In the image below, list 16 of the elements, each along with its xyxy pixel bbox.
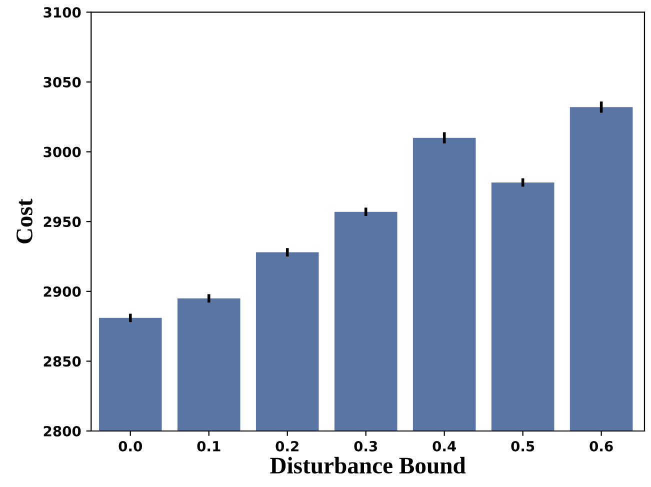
x-tick-label: 0.5	[511, 440, 534, 452]
x-tick-label: 0.0	[118, 440, 142, 452]
x-tick-label: 0.2	[276, 440, 298, 452]
y-tick-label: 2950	[44, 216, 81, 228]
x-tick-label: 0.3	[354, 440, 378, 452]
y-tick-label: 3000	[44, 146, 81, 158]
y-tick-label: 3100	[44, 7, 81, 18]
y-tick-label: 2800	[44, 426, 81, 436]
y-tick-label: 2850	[44, 356, 81, 367]
x-tick-label: 0.4	[432, 440, 456, 452]
y-axis-title: Cost	[16, 198, 32, 244]
y-tick-label: 3050	[44, 76, 81, 88]
x-tick-label: 0.6	[590, 440, 613, 452]
x-axis-title: Disturbance Bound	[270, 456, 466, 474]
x-tick-label: 0.1	[197, 440, 220, 452]
y-tick-label: 2900	[44, 286, 81, 297]
